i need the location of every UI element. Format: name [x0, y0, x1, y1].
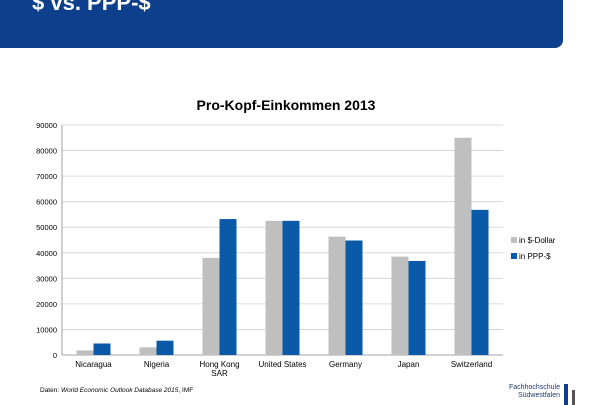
- chart-bars: [76, 137, 489, 355]
- logo-bar: [564, 384, 568, 405]
- y-tick-label: 40000: [36, 249, 57, 258]
- bar-usd-2: [202, 257, 220, 355]
- y-tick-label: 30000: [36, 274, 57, 283]
- y-tick-label: 60000: [36, 198, 57, 207]
- source-prefix: Daten:: [40, 387, 61, 394]
- legend-swatch: [511, 253, 517, 259]
- chart-legend: in $-Dollar in PPP-$: [511, 236, 556, 261]
- y-tick-label: 90000: [36, 121, 57, 130]
- logo-line-1: Fachhochschule: [509, 384, 560, 391]
- slide-title: $ vs. PPP-$: [32, 0, 151, 15]
- bar-ppp-3: [282, 220, 300, 355]
- bar-ppp-0: [93, 343, 111, 355]
- bar-ppp-2: [219, 219, 237, 355]
- legend-label: in $-Dollar: [519, 236, 556, 245]
- data-source-note: Daten: World Economic Outlook Database 2…: [40, 387, 193, 394]
- legend-label: in PPP-$: [519, 252, 551, 261]
- x-tick-label: Germany: [329, 360, 362, 369]
- y-tick-label: 50000: [36, 223, 57, 232]
- chart-title: Pro-Kopf-Einkommen 2013: [197, 97, 376, 113]
- x-tick-label: Nicaragua: [75, 360, 112, 369]
- y-tick-label: 10000: [36, 325, 57, 334]
- bar-usd-4: [328, 236, 346, 355]
- bar-ppp-4: [345, 240, 363, 355]
- source-suffix: , IMF: [178, 387, 194, 394]
- bar-usd-3: [265, 220, 283, 355]
- logo-line-2: Südwestfalen: [517, 392, 560, 399]
- x-tick-label: Switzerland: [451, 360, 492, 369]
- bar-ppp-5: [408, 260, 426, 355]
- logo-bar-small: [572, 390, 575, 405]
- y-tick-label: 70000: [36, 172, 57, 181]
- source-database: World Economic Outlook Database 2015: [60, 387, 179, 394]
- y-tick-label: 20000: [36, 300, 57, 309]
- y-tick-label: 0: [53, 351, 57, 360]
- slide-header: $ vs. PPP-$: [0, 0, 563, 48]
- bar-usd-1: [139, 347, 157, 355]
- y-tick-label: 80000: [36, 147, 57, 156]
- y-axis-ticks: 0 10000 20000 30000 40000 50000 60000 70000 8000…: [36, 121, 57, 360]
- x-tick-label: Japan: [398, 360, 420, 369]
- x-tick-label: Hong Kong: [199, 360, 239, 369]
- x-tick-label: Nigeria: [144, 360, 170, 369]
- bar-usd-5: [391, 256, 409, 355]
- bar-ppp-1: [156, 340, 174, 355]
- x-tick-label: United States: [258, 360, 306, 369]
- university-logo: Fachhochschule Südwestfalen: [476, 384, 586, 405]
- bar-ppp-6: [471, 209, 489, 355]
- legend-swatch: [511, 237, 517, 243]
- bar-usd-6: [454, 137, 472, 355]
- x-tick-label: SAR: [211, 369, 228, 378]
- bar-usd-0: [76, 350, 94, 355]
